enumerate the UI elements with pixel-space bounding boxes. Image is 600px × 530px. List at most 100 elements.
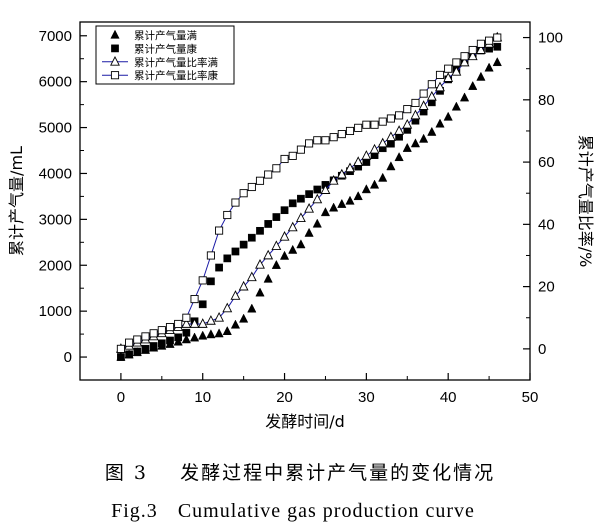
data-point [305,190,313,198]
data-point [345,162,355,173]
data-point [279,231,290,241]
data-point [403,105,412,114]
data-point [223,210,232,220]
data-point [353,191,363,201]
data-point [116,344,125,353]
data-point [214,328,224,338]
data-point [272,213,281,221]
data-point [337,130,346,139]
y-tick-label: 7000 [39,28,72,45]
data-point [312,218,322,228]
data-point [313,185,322,194]
y2-tick-label: 60 [538,154,555,171]
y2-tick-label: 80 [538,92,555,109]
x-tick-label: 30 [358,389,375,406]
series-4 [116,33,502,353]
data-point [230,290,241,300]
data-point [181,318,192,328]
data-point [207,277,215,286]
data-point [255,259,265,269]
caption-zh-label: 图 3 [104,462,148,484]
legend-label: 累计产气量满 [134,29,197,42]
data-point [189,332,200,342]
y2-tick-label: 20 [538,279,555,296]
data-point [387,139,395,148]
data-point [378,172,388,182]
data-point [222,302,233,313]
data-point [468,80,478,90]
data-point [361,150,372,160]
data-point [443,72,454,82]
data-point [419,89,428,98]
data-point [198,300,207,309]
data-point [239,189,248,198]
data-point [312,193,323,204]
data-point [369,179,380,189]
data-point [419,133,429,143]
x-tick-label: 20 [276,389,293,406]
data-point [125,350,133,359]
data-point [493,42,502,51]
data-point [264,170,273,179]
y-tick-label: 6000 [39,74,72,91]
data-point [427,80,436,89]
data-point [223,254,232,263]
data-point [313,136,322,145]
data-point [353,156,364,166]
series-1 [116,57,502,361]
data-point [427,126,437,136]
data-point [394,152,404,162]
data-point [256,226,264,235]
data-point [336,168,347,179]
data-point [297,194,305,203]
data-point [133,335,142,344]
data-point [182,328,191,337]
data-point [239,313,249,323]
data-point [247,303,257,313]
y2-tick-label: 100 [538,30,563,47]
data-point [182,313,191,322]
data-point [197,318,208,328]
data-point [345,126,355,136]
y2-tick-label: 0 [538,341,546,358]
data-point [198,276,207,285]
data-point [443,111,453,121]
data-point [426,90,437,101]
caption-chinese: 图 3 发酵过程中累计产气量的变化情况 [0,458,600,485]
data-point [362,120,371,129]
data-point [386,161,396,171]
data-point [117,353,125,361]
data-point [452,58,461,67]
data-point [337,198,347,208]
data-point [435,81,445,92]
data-point [304,227,314,237]
data-point [304,202,315,213]
data-point [296,239,306,249]
data-point [239,240,248,249]
data-point [264,220,273,228]
data-point [222,326,232,335]
data-point [141,332,150,341]
legend-item: 累计产气量比率满 [102,56,218,69]
data-point [141,344,150,353]
data-point [395,111,404,120]
legend-item: 累计产气量比率康 [102,69,218,82]
data-point [198,330,208,340]
x-tick-label: 0 [117,389,125,406]
data-point [435,118,445,128]
data-point [133,347,142,356]
data-point [354,123,363,132]
data-point [271,240,282,250]
data-point [205,315,216,325]
data-point [263,249,274,260]
data-point [460,52,469,61]
y-tick-label: 2000 [39,257,72,274]
x-axis-title: 发酵时间/d [265,412,345,431]
data-point [288,151,297,160]
x-tick-label: 10 [194,389,211,406]
data-point [149,342,158,350]
data-point [492,57,502,67]
data-point [329,202,339,212]
data-point [247,182,256,192]
data-point [451,101,461,111]
